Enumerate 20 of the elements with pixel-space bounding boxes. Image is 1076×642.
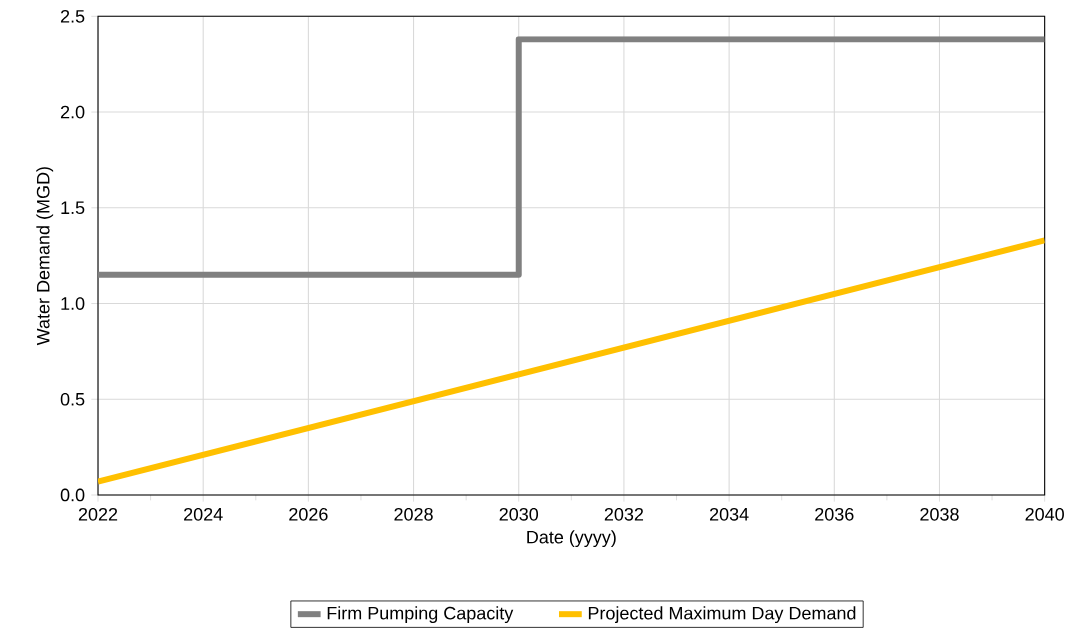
- x-tick-label: 2038: [920, 507, 959, 521]
- x-tick-label: 2034: [709, 507, 749, 521]
- x-tick-label: 2026: [289, 507, 328, 521]
- legend-label: Projected Maximum Day Demand: [588, 606, 856, 624]
- y-tick-label: 1.0: [61, 297, 85, 310]
- x-tick-label: 2024: [184, 507, 223, 521]
- y-axis-title: Water Demand (MGD): [36, 167, 54, 346]
- x-tick-label: 2036: [815, 507, 854, 521]
- x-tick-label: 2032: [604, 507, 644, 521]
- y-tick-label: 0.5: [60, 392, 85, 406]
- legend-label: Firm Pumping Capacity: [327, 606, 514, 624]
- y-tick-label: 2.0: [60, 105, 85, 119]
- x-tick-label: 2040: [1025, 507, 1064, 521]
- y-tick-label: 1.5: [61, 201, 85, 215]
- x-axis-title: Date (yyyy): [527, 530, 616, 548]
- y-tick-label: 0.0: [60, 488, 85, 502]
- x-tick-label: 2028: [394, 507, 433, 521]
- x-tick-label: 2030: [499, 507, 539, 521]
- x-tick-label: 2022: [78, 507, 118, 521]
- y-tick-label: 2.5: [60, 9, 85, 23]
